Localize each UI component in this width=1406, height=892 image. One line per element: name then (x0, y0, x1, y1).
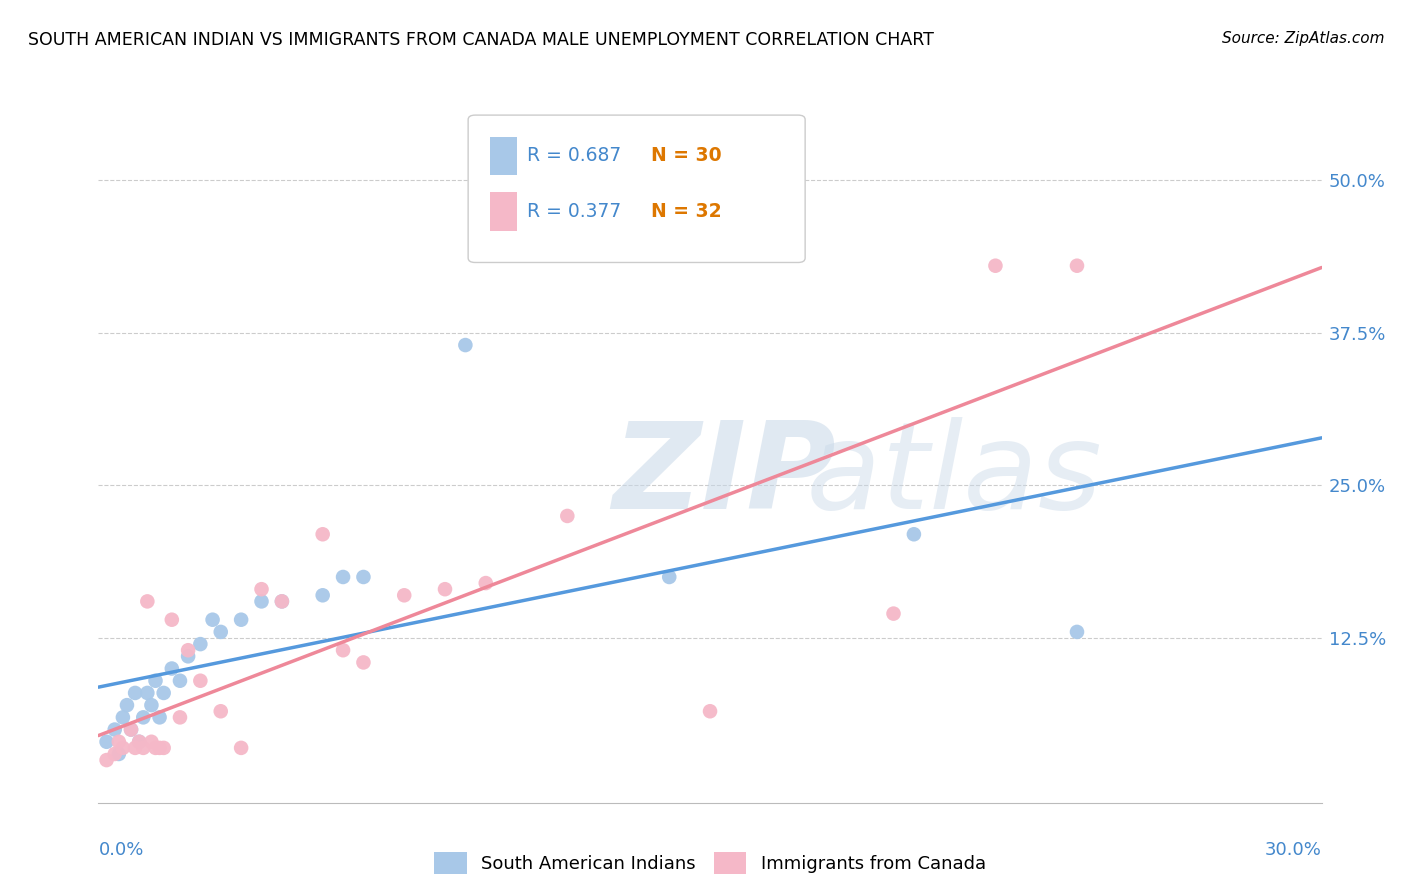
Point (108, 747, 131, 761)
Point (120, 723, 142, 737)
Point (136, 686, 159, 700)
Point (201, 613, 224, 627)
Point (557, 508, 579, 523)
Point (312, 588, 335, 602)
Point (111, 740, 134, 755)
Text: 0.0%: 0.0% (98, 841, 143, 859)
Point (250, 594, 273, 608)
Point (231, 613, 253, 627)
Text: R = 0.687: R = 0.687 (527, 146, 621, 165)
Point (96, 753, 118, 767)
Point (169, 673, 191, 688)
Point (128, 735, 150, 749)
Point (136, 594, 159, 608)
Point (1066, 624, 1088, 639)
Point (104, 723, 127, 737)
Point (352, 570, 374, 584)
Point (434, 582, 457, 597)
Text: R = 0.377: R = 0.377 (527, 202, 621, 221)
Point (169, 710, 191, 724)
Legend: South American Indians, Immigrants from Canada: South American Indians, Immigrants from … (434, 852, 986, 874)
Text: N = 32: N = 32 (651, 202, 721, 221)
Point (209, 704, 232, 718)
Point (188, 637, 212, 651)
Point (124, 740, 146, 755)
Point (352, 656, 374, 670)
Point (132, 710, 155, 724)
Text: Source: ZipAtlas.com: Source: ZipAtlas.com (1222, 31, 1385, 46)
Point (1066, 259, 1088, 273)
Point (332, 643, 354, 657)
Point (658, 570, 681, 584)
Point (984, 259, 1007, 273)
Point (108, 735, 131, 749)
Point (454, 338, 477, 352)
Point (149, 740, 172, 755)
Point (96, 735, 118, 749)
Point (270, 594, 294, 608)
Text: atlas: atlas (612, 417, 1102, 534)
Point (160, 661, 183, 675)
Point (312, 527, 335, 541)
Point (111, 710, 134, 724)
Point (209, 624, 232, 639)
Point (124, 686, 146, 700)
Point (177, 643, 200, 657)
Point (231, 740, 253, 755)
Point (177, 649, 200, 664)
Point (474, 576, 498, 591)
Point (149, 710, 172, 724)
Text: 30.0%: 30.0% (1265, 841, 1322, 859)
Point (152, 740, 174, 755)
Point (160, 613, 183, 627)
Point (141, 735, 163, 749)
Point (104, 747, 127, 761)
Point (132, 740, 155, 755)
Point (145, 740, 167, 755)
Text: ZIP: ZIP (612, 417, 837, 534)
Point (141, 698, 163, 713)
Point (250, 582, 273, 597)
Point (699, 704, 721, 718)
Point (392, 588, 416, 602)
Text: SOUTH AMERICAN INDIAN VS IMMIGRANTS FROM CANADA MALE UNEMPLOYMENT CORRELATION CH: SOUTH AMERICAN INDIAN VS IMMIGRANTS FROM… (28, 31, 934, 49)
Point (120, 723, 142, 737)
Point (145, 673, 167, 688)
Point (152, 686, 174, 700)
Point (883, 607, 905, 621)
Point (903, 527, 925, 541)
Point (332, 570, 354, 584)
Point (270, 594, 294, 608)
Point (115, 698, 138, 713)
Point (188, 673, 212, 688)
Text: N = 30: N = 30 (651, 146, 721, 165)
Point (128, 735, 150, 749)
